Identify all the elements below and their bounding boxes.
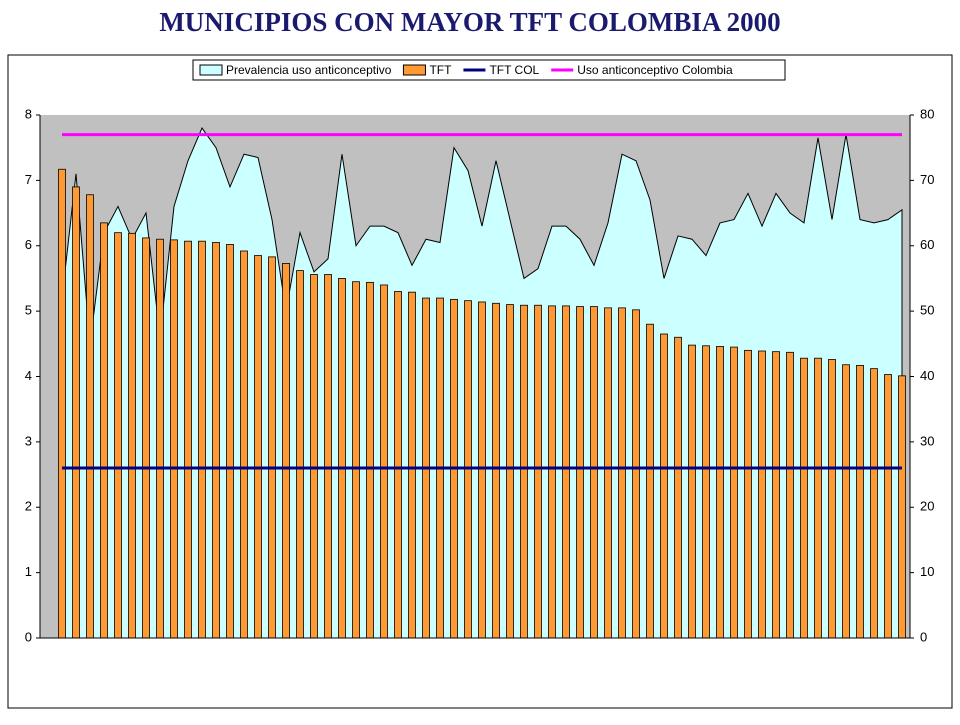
bar [254, 255, 262, 639]
legend-label: TFT [429, 63, 452, 77]
y2-tick-label: 30 [920, 433, 934, 448]
bar [786, 351, 794, 639]
y-tick-label: 6 [25, 237, 32, 252]
legend: Prevalencia uso anticonceptivo TFT TFT COL… [192, 59, 786, 81]
bar [688, 344, 696, 639]
bar [198, 240, 206, 639]
bar [324, 274, 332, 639]
bar [408, 291, 416, 639]
y-tick-label: 5 [25, 303, 32, 318]
bar [856, 364, 864, 639]
bar [212, 242, 220, 639]
bar [86, 194, 94, 639]
bar [660, 333, 668, 639]
bar [506, 304, 514, 639]
legend-label: Uso anticonceptivo Colombia [577, 63, 733, 77]
bar [646, 323, 654, 639]
legend-label: Prevalencia uso anticonceptivo [226, 63, 392, 77]
bar [772, 351, 780, 639]
bar [898, 375, 906, 639]
bar [520, 304, 528, 639]
bar [268, 256, 276, 639]
bar [492, 302, 500, 639]
bar [352, 281, 360, 639]
bar [590, 306, 598, 639]
bar [184, 240, 192, 639]
bar [884, 374, 892, 639]
bar [380, 284, 388, 639]
bar [758, 350, 766, 639]
legend-label: TFT COL [489, 63, 539, 77]
bar [800, 357, 808, 639]
bar [842, 364, 850, 639]
bar [72, 186, 80, 639]
legend-swatch [402, 64, 426, 76]
bar [618, 307, 626, 639]
bar [170, 239, 178, 639]
bar [142, 237, 150, 639]
bar [394, 291, 402, 639]
legend-box [192, 59, 786, 81]
bar [730, 346, 738, 639]
y2-tick-label: 60 [920, 237, 934, 252]
bar [156, 238, 164, 639]
bar [240, 250, 248, 639]
chart-title: MUNICIPIOS CON MAYOR TFT COLOMBIA 2000 [159, 7, 780, 37]
bar [296, 270, 304, 639]
bar [632, 309, 640, 639]
bar [534, 304, 542, 639]
y2-tick-label: 50 [920, 303, 934, 318]
y-tick-label: 3 [25, 433, 32, 448]
bar [100, 222, 108, 639]
bar [114, 232, 122, 639]
bar [604, 307, 612, 639]
y-tick-label: 0 [25, 629, 32, 644]
bar [828, 359, 836, 639]
bar [366, 281, 374, 639]
bar [58, 168, 66, 639]
bar [744, 349, 752, 639]
bar [282, 263, 290, 639]
bar [226, 244, 234, 639]
y2-tick-label: 20 [920, 499, 934, 514]
y-tick-label: 8 [25, 106, 32, 121]
y-tick-label: 4 [25, 368, 32, 383]
bar [128, 232, 136, 639]
bar [870, 368, 878, 639]
y2-tick-label: 80 [920, 106, 934, 121]
y2-tick-label: 0 [920, 629, 927, 644]
bar [716, 346, 724, 639]
y-tick-label: 7 [25, 172, 32, 187]
bar [562, 305, 570, 639]
bar [310, 274, 318, 639]
bar [576, 306, 584, 639]
bar [814, 357, 822, 639]
bar [478, 301, 486, 639]
bar [674, 336, 682, 639]
y2-tick-label: 40 [920, 368, 934, 383]
y2-tick-label: 10 [920, 564, 934, 579]
y-tick-label: 1 [25, 564, 32, 579]
bar [702, 345, 710, 639]
y2-tick-label: 70 [920, 172, 934, 187]
legend-swatch [199, 64, 223, 76]
bar [548, 305, 556, 639]
y-tick-label: 2 [25, 499, 32, 514]
bar [338, 278, 346, 639]
